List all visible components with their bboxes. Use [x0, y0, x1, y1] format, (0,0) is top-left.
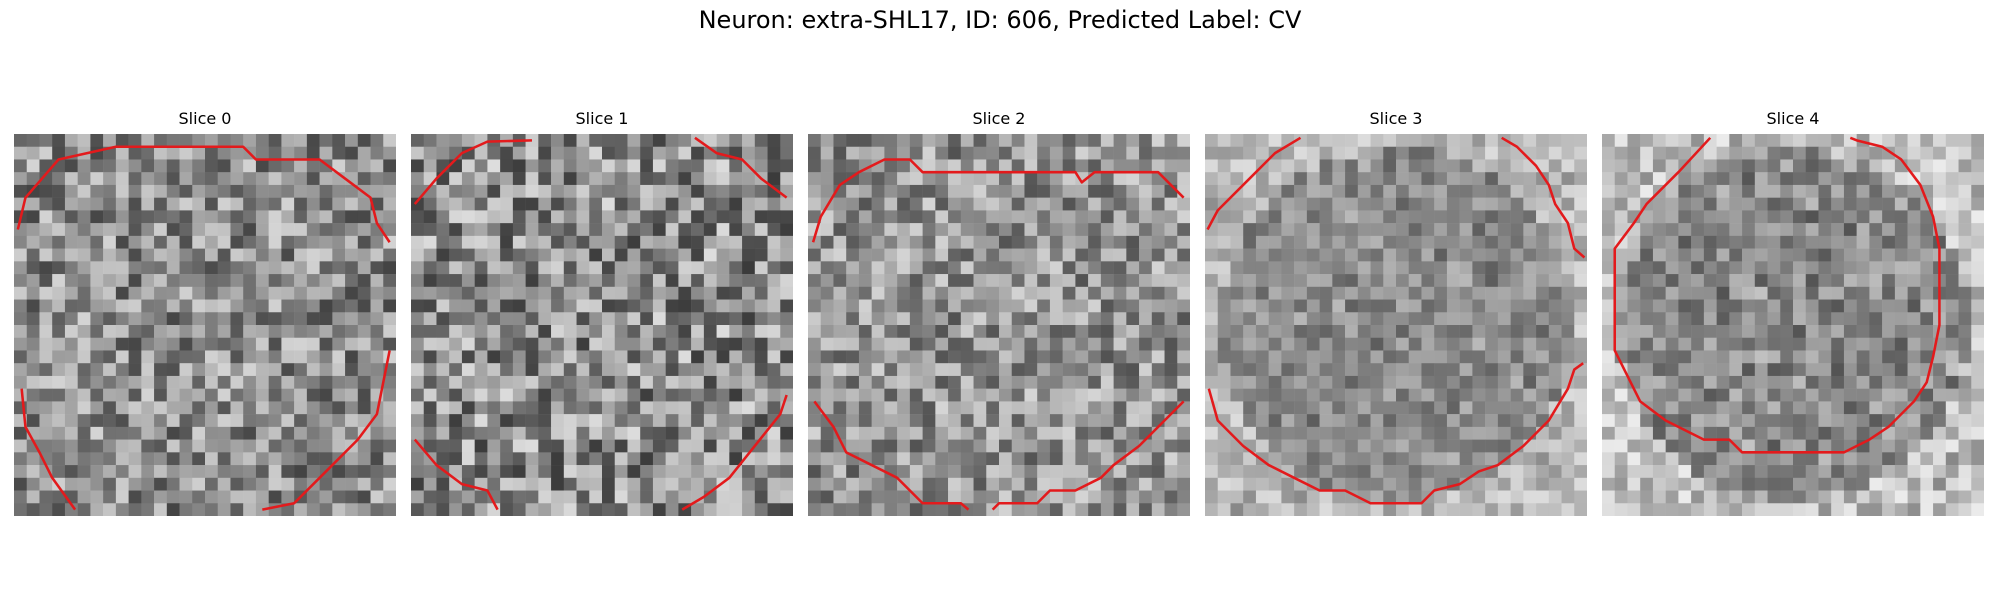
contour-line [16, 145, 391, 243]
pixel-grid [411, 134, 793, 516]
pixel-grid [14, 134, 396, 516]
contour-line [813, 400, 970, 511]
slice-image [14, 134, 396, 516]
contour-line [413, 139, 533, 205]
slice-panel-2: Slice 2 [808, 108, 1190, 516]
slice-title: Slice 2 [972, 109, 1026, 128]
contour-line [1501, 136, 1586, 259]
slice-title: Slice 1 [575, 109, 629, 128]
pixel-grid [808, 134, 1190, 516]
contour-line [1207, 362, 1584, 505]
slice-image [1602, 134, 1984, 516]
contour-line [694, 136, 788, 199]
figure-title: Neuron: extra-SHL17, ID: 606, Predicted … [698, 6, 1302, 34]
slice-image [411, 134, 793, 516]
slice-panel-3: Slice 3 [1205, 108, 1587, 516]
slice-panel-0: Slice 0 [14, 108, 396, 516]
contour-line [811, 158, 1185, 243]
contour-line [1613, 136, 1941, 454]
slice-panel-4: Slice 4 [1602, 108, 1984, 516]
contour-line [681, 394, 788, 511]
pixel-grid [1602, 134, 1984, 516]
contour-line [1206, 136, 1302, 231]
slice-panel-1: Slice 1 [411, 108, 793, 516]
slice-image [808, 134, 1190, 516]
contour-line [413, 438, 499, 511]
slice-image [1205, 134, 1587, 516]
contour-line [262, 350, 391, 511]
contour-line [991, 400, 1185, 511]
slice-title: Slice 3 [1369, 109, 1423, 128]
contour-line [20, 388, 77, 511]
slice-title: Slice 0 [178, 109, 232, 128]
pixel-grid [1205, 134, 1587, 516]
slice-title: Slice 4 [1766, 109, 1820, 128]
